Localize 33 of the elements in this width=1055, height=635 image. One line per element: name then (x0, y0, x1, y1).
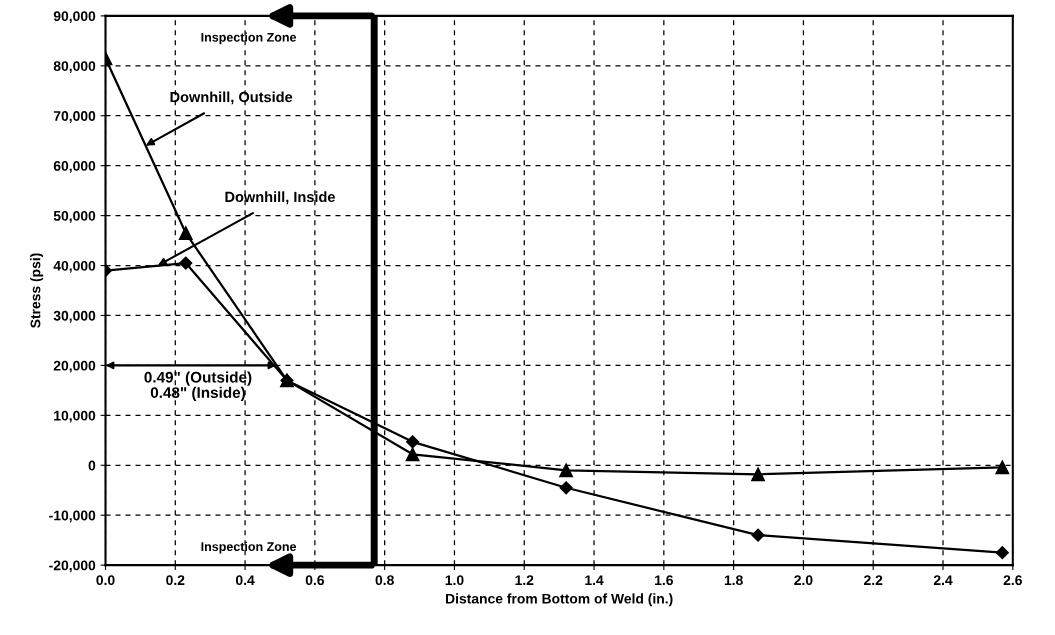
x-tick-label: 1.2 (515, 575, 534, 585)
x-tick-label: 2.2 (864, 575, 883, 585)
y-tick-label: 60,000 (53, 161, 96, 173)
y-tick-label: 30,000 (53, 310, 96, 323)
annotation: 0.49" (Outside) 0.48" (Inside) (144, 371, 252, 401)
x-tick-label: 0.0 (96, 575, 115, 586)
y-tick-label: 10,000 (54, 410, 96, 423)
y-tick-label: 80,000 (53, 61, 96, 73)
x-tick-label: 1.8 (724, 575, 743, 586)
x-tick-label: 2.0 (794, 575, 813, 586)
x-tick-label: 1.0 (445, 575, 464, 586)
text: Downhill, Inside (225, 191, 335, 205)
y-tick-label: 70,000 (53, 111, 96, 123)
y-tick-label: 20,000 (53, 360, 96, 373)
x-tick-label: 0.2 (166, 575, 185, 586)
x-axis-title: Distance from Bottom of Weld (in.) (446, 593, 673, 607)
y-tick-label: 50,000 (53, 210, 96, 223)
y-tick-label: 40,000 (53, 260, 96, 273)
x-tick-label: 1.4 (585, 575, 604, 585)
x-tick-label: 2.4 (933, 575, 953, 585)
x-tick-label: 0.6 (305, 575, 325, 586)
y-axis-title: Stress (psi) (30, 253, 44, 328)
x-tick-label: 0.8 (375, 575, 394, 586)
y-tick-label: -10,000 (49, 510, 96, 523)
y-tick-label: 90,000 (53, 11, 96, 24)
annotation: Inspection Zone (201, 541, 297, 554)
x-tick-label: 1.6 (655, 575, 673, 586)
x-tick-label: 2.6 (1003, 575, 1022, 586)
x-tick-label: 0.4 (235, 575, 255, 586)
y-tick-label: 0 (88, 460, 96, 471)
y-tick-label: -20,000 (49, 560, 96, 573)
text: Downhill, Outside (170, 91, 293, 105)
annotation: Inspection Zone (201, 32, 297, 45)
